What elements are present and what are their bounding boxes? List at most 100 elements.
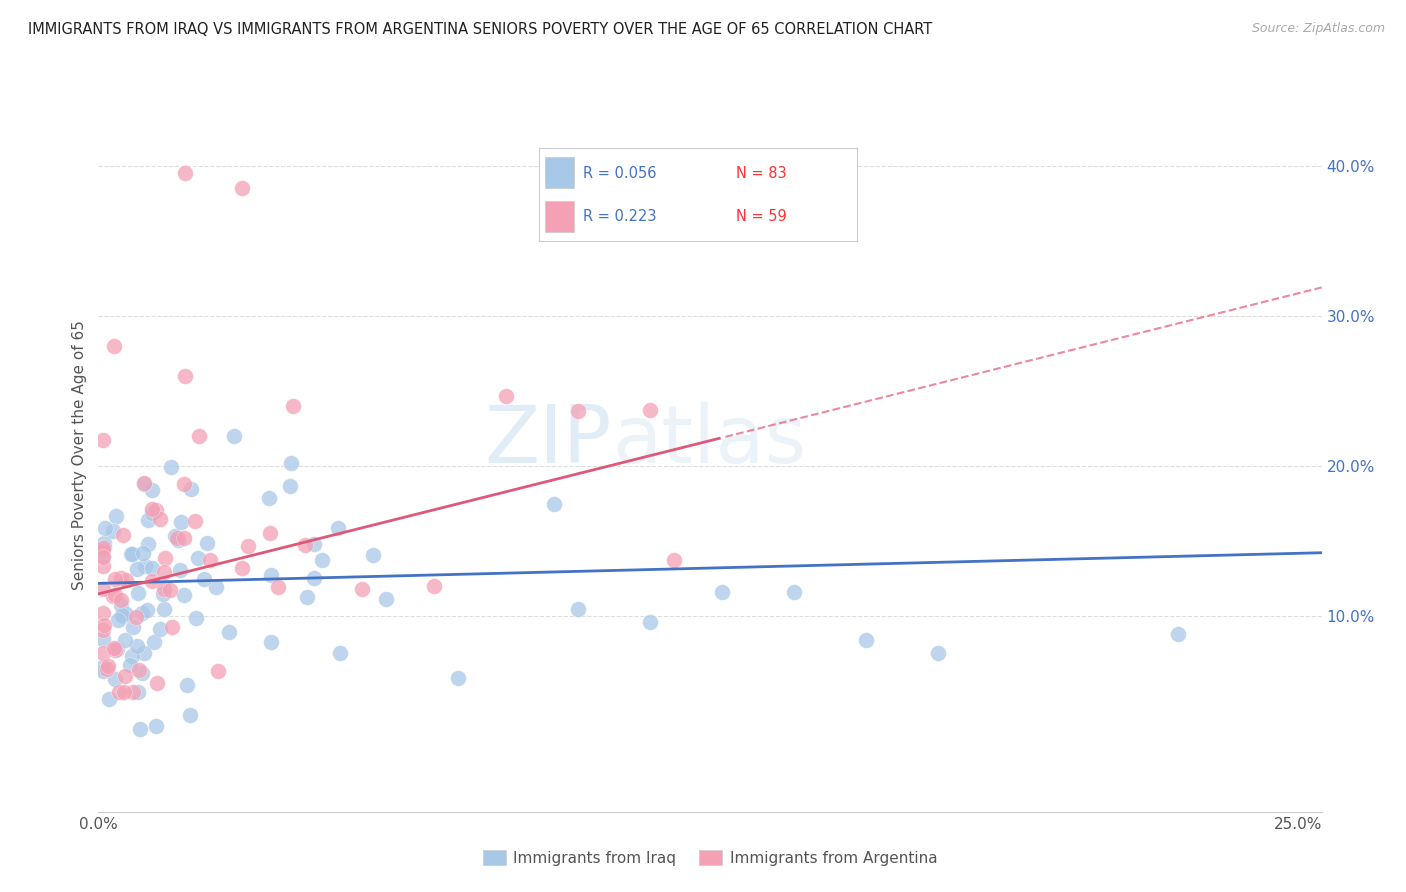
Point — [165, 529, 187, 543]
Point — [129, 722, 152, 736]
Point — [662, 553, 685, 567]
Point — [131, 546, 153, 560]
Point — [302, 537, 325, 551]
Point — [184, 611, 207, 625]
Point — [91, 559, 114, 574]
Point — [184, 515, 207, 529]
Point — [260, 635, 283, 649]
Point — [134, 558, 156, 573]
Point — [104, 509, 127, 524]
Point — [260, 568, 283, 582]
Point — [103, 640, 125, 655]
Point — [259, 526, 281, 541]
Text: atlas: atlas — [612, 401, 807, 480]
Point — [281, 399, 304, 413]
Point — [114, 633, 136, 648]
Point — [783, 585, 806, 599]
Point — [149, 512, 172, 526]
Point — [167, 533, 190, 547]
Text: R = 0.223: R = 0.223 — [583, 210, 657, 224]
Point — [173, 476, 195, 491]
Point — [143, 635, 166, 649]
Point — [103, 339, 125, 353]
Point — [141, 506, 163, 520]
Point — [104, 642, 127, 657]
Point — [1167, 627, 1189, 641]
Point — [110, 599, 132, 613]
Point — [711, 584, 734, 599]
Point — [91, 582, 114, 597]
Point — [121, 547, 143, 561]
Point — [93, 535, 115, 549]
Point — [200, 552, 222, 566]
Point — [153, 582, 176, 596]
Point — [179, 708, 201, 723]
Point — [96, 662, 118, 676]
Point — [153, 551, 176, 566]
Point — [153, 566, 176, 580]
Point — [153, 602, 176, 616]
Point — [174, 369, 197, 384]
Text: IMMIGRANTS FROM IRAQ VS IMMIGRANTS FROM ARGENTINA SENIORS POVERTY OVER THE AGE O: IMMIGRANTS FROM IRAQ VS IMMIGRANTS FROM … — [28, 22, 932, 37]
Point — [107, 613, 129, 627]
Point — [187, 429, 209, 443]
Point — [131, 606, 153, 620]
Bar — [546, 157, 574, 188]
Point — [304, 571, 326, 585]
Point — [638, 403, 661, 417]
Point — [101, 524, 124, 538]
Point — [127, 684, 149, 698]
Point — [567, 404, 589, 418]
Point — [91, 433, 114, 447]
Point — [111, 607, 134, 622]
Text: N = 59: N = 59 — [735, 210, 787, 224]
Point — [160, 620, 183, 634]
Point — [218, 625, 240, 640]
Point — [97, 691, 120, 706]
Point — [122, 684, 145, 698]
Point — [141, 574, 163, 588]
Point — [136, 537, 159, 551]
Point — [176, 678, 198, 692]
Text: N = 83: N = 83 — [735, 166, 786, 180]
Point — [114, 668, 136, 682]
Text: Source: ZipAtlas.com: Source: ZipAtlas.com — [1251, 22, 1385, 36]
Point — [311, 553, 333, 567]
Point — [112, 684, 135, 698]
Point — [141, 483, 163, 497]
Point — [207, 664, 229, 678]
Point — [91, 549, 114, 564]
Point — [927, 646, 949, 660]
Point — [122, 620, 145, 634]
Point — [145, 719, 167, 733]
Point — [131, 666, 153, 681]
Point — [91, 664, 114, 678]
Point — [125, 640, 148, 654]
Point — [294, 539, 316, 553]
Point — [114, 607, 136, 621]
Point — [173, 166, 195, 180]
Point — [138, 512, 160, 526]
Point — [638, 615, 661, 629]
Point — [231, 561, 253, 575]
Point — [128, 663, 150, 677]
Point — [166, 531, 188, 545]
Point — [295, 591, 318, 605]
Point — [141, 560, 163, 574]
Point — [91, 549, 114, 563]
Point — [93, 618, 115, 632]
Point — [170, 515, 193, 529]
Point — [111, 528, 134, 542]
Point — [855, 633, 877, 648]
Point — [105, 642, 128, 657]
Point — [91, 623, 114, 637]
Point — [361, 548, 384, 562]
Point — [149, 622, 172, 636]
Point — [238, 539, 260, 553]
Point — [280, 456, 302, 470]
Point — [91, 659, 114, 673]
Point — [121, 648, 143, 663]
Point — [120, 547, 142, 561]
Point — [266, 580, 288, 594]
Point — [352, 582, 374, 596]
